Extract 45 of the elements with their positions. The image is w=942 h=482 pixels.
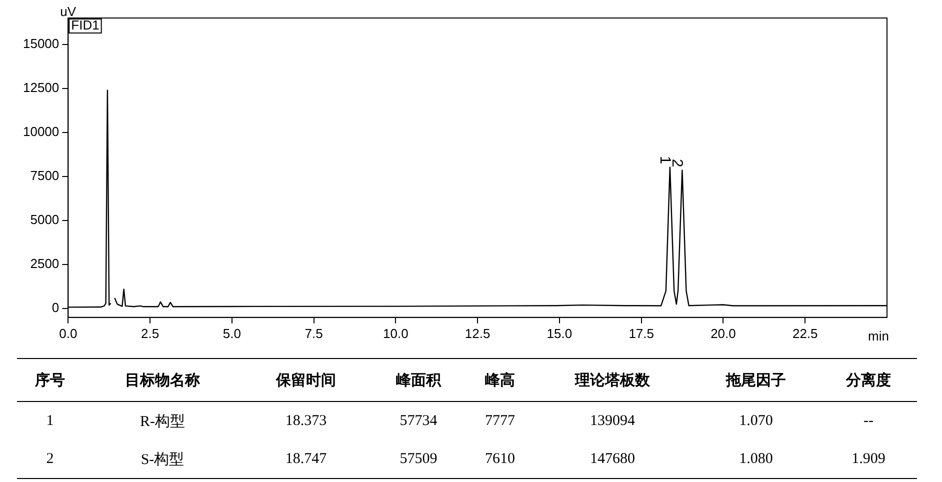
y-tick-label: 5000: [30, 212, 60, 228]
y-tick-label: 0: [52, 300, 60, 316]
x-tick-label: 10.0: [383, 326, 408, 341]
text: 139094: [588, 412, 636, 430]
text: 1.080: [692, 440, 820, 478]
text: 18.373: [284, 412, 328, 430]
x-tick-label: 5.0: [222, 326, 241, 341]
annotation: 1: [656, 156, 674, 164]
category-label: 峰面积: [370, 358, 467, 402]
category-label: 分离度: [820, 358, 917, 402]
text: --: [862, 412, 874, 430]
y-tick-label: 15000: [22, 36, 60, 51]
text: 1.909: [820, 440, 917, 478]
y-axis-title: uV: [60, 4, 76, 20]
x-tick-label: 17.5: [628, 326, 654, 341]
category-label: 目标物名称: [83, 358, 242, 402]
text: 7610: [466, 440, 534, 478]
text: 147680: [533, 440, 692, 478]
category-label: 理论塔板数: [533, 358, 692, 402]
y-tick-label: 12500: [22, 80, 60, 96]
y-tick-label: 10000: [22, 124, 60, 140]
y-tick-label: 7500: [30, 168, 60, 184]
text: 1.070: [738, 412, 774, 430]
x-tick-label: 0.0: [59, 326, 78, 341]
x-tick-label: 22.5: [792, 326, 818, 341]
text: 18.747: [242, 440, 370, 478]
x-axis-title: min: [868, 328, 889, 344]
text: 57734: [398, 412, 438, 430]
text: S-构型: [83, 440, 242, 478]
x-tick-label: 12.5: [464, 326, 490, 341]
x-tick-label: 20.0: [710, 326, 736, 341]
category-label: 序号: [17, 358, 84, 402]
x-tick-label: 2.5: [140, 326, 160, 341]
text: 57509: [370, 440, 467, 478]
text: 2: [17, 440, 84, 478]
category-label: 保留时间: [242, 358, 370, 402]
category-label: 拖尾因子: [692, 358, 820, 402]
text: R-构型: [139, 412, 186, 432]
text: 1: [45, 412, 55, 430]
annotation: FID1: [71, 18, 100, 33]
x-tick-label: 7.5: [304, 326, 323, 341]
category-label: 峰高: [466, 358, 534, 402]
x-tick-label: 15.0: [546, 326, 572, 341]
y-tick-label: 2500: [30, 256, 60, 272]
text: 7777: [484, 412, 516, 430]
